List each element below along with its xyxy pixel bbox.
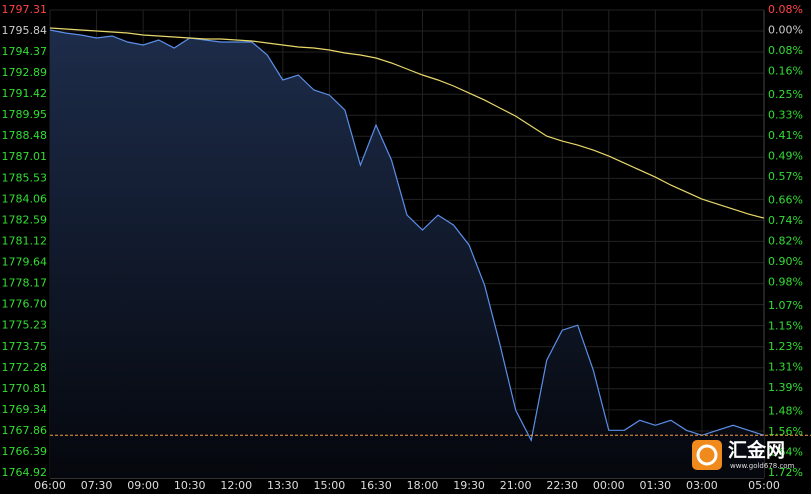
- x-tick-label: 09:00: [127, 479, 159, 492]
- y-tick-label: 1775.23: [2, 319, 48, 332]
- y2-tick-label: 1.07%: [768, 299, 803, 312]
- y-tick-label: 1772.28: [2, 361, 48, 374]
- y-tick-label: 1789.95: [2, 108, 48, 121]
- y2-tick-label: 1.56%: [768, 425, 803, 438]
- y-tick-label: 1791.42: [2, 87, 48, 100]
- y2-tick-label: 1.64%: [768, 445, 803, 458]
- y-tick-label: 1769.34: [2, 403, 48, 416]
- y-tick-label: 1767.86: [2, 424, 48, 437]
- watermark-title: 汇金网: [728, 439, 785, 462]
- y2-tick-label: 0.33%: [768, 108, 803, 121]
- x-tick-label: 03:00: [686, 479, 718, 492]
- y-tick-label: 1781.12: [2, 234, 48, 247]
- x-tick-label: 15:00: [314, 479, 346, 492]
- y2-tick-label: 1.72%: [768, 466, 803, 479]
- y2-tick-label: 1.31%: [768, 361, 803, 374]
- y2-tick-label: 0.41%: [768, 129, 803, 142]
- y2-tick-label: 0.08%: [768, 44, 803, 57]
- y-tick-label: 1778.17: [2, 277, 48, 290]
- y-tick-label: 1795.84: [2, 24, 48, 37]
- y2-tick-label: 1.23%: [768, 340, 803, 353]
- y-tick-label: 1770.81: [2, 382, 48, 395]
- logo: [692, 440, 722, 470]
- y2-tick-label: 0.16%: [768, 65, 803, 78]
- y2-tick-label: 0.57%: [768, 170, 803, 183]
- y-tick-label: 1782.59: [2, 213, 48, 226]
- y-tick-label: 1779.64: [2, 256, 48, 269]
- y-tick-label: 1794.37: [2, 45, 48, 58]
- y-tick-label: 1792.89: [2, 66, 48, 79]
- x-tick-label: 05:00: [748, 479, 780, 492]
- y2-tick-label: 0.90%: [768, 255, 803, 268]
- x-tick-label: 18:00: [407, 479, 439, 492]
- watermark-url: www.gold678.com: [730, 462, 795, 470]
- y-tick-label: 1773.75: [2, 340, 48, 353]
- y2-tick-label: 0.98%: [768, 276, 803, 289]
- y-tick-label: 1764.92: [2, 466, 48, 479]
- y-tick-label: 1797.31: [2, 3, 48, 16]
- y-tick-label: 1785.53: [2, 171, 48, 184]
- y2-tick-label: 1.48%: [768, 404, 803, 417]
- x-tick-label: 19:30: [453, 479, 485, 492]
- y-tick-label: 1784.06: [2, 192, 48, 205]
- x-tick-label: 13:30: [267, 479, 299, 492]
- y2-tick-label: 0.49%: [768, 150, 803, 163]
- x-tick-label: 12:00: [220, 479, 252, 492]
- y2-tick-label: 0.00%: [768, 24, 803, 37]
- area: [50, 30, 764, 478]
- y2-tick-label: 0.08%: [768, 3, 803, 16]
- x-tick-label: 00:00: [593, 479, 625, 492]
- average-line: [49, 27, 765, 219]
- y-tick-label: 1788.48: [2, 129, 48, 142]
- y-tick-label: 1776.70: [2, 298, 48, 311]
- x-tick-label: 16:30: [360, 479, 392, 492]
- x-tick-label: 10:30: [174, 479, 206, 492]
- watermark: 汇金网 www.gold678.com: [692, 439, 795, 470]
- y2-tick-label: 1.15%: [768, 319, 803, 332]
- logo-mark: [696, 444, 718, 466]
- y2-tick-label: 0.74%: [768, 214, 803, 227]
- y-tick-label: 1787.01: [2, 150, 48, 163]
- y2-tick-label: 0.25%: [768, 88, 803, 101]
- price-line: [49, 29, 765, 443]
- y-tick-label: 1766.39: [2, 445, 48, 458]
- x-tick-label: 06:00: [34, 479, 66, 492]
- x-tick-label: 01:30: [639, 479, 671, 492]
- x-tick-label: 22:30: [546, 479, 578, 492]
- x-tick-label: 21:00: [500, 479, 532, 492]
- x-tick-label: 07:30: [81, 479, 113, 492]
- y2-tick-label: 1.39%: [768, 381, 803, 394]
- y2-tick-label: 0.66%: [768, 193, 803, 206]
- y2-tick-label: 0.82%: [768, 235, 803, 248]
